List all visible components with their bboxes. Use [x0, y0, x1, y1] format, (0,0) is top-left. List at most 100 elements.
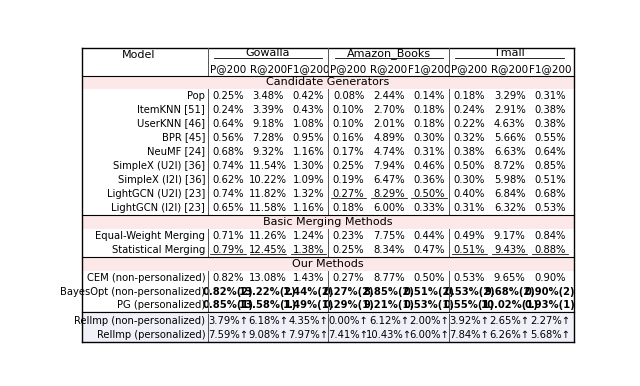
Text: 0.90%(2): 0.90%(2) [525, 286, 575, 296]
Text: 0.43%: 0.43% [292, 105, 324, 115]
Text: 6.47%: 6.47% [373, 174, 404, 185]
Text: 1.49%(1): 1.49%(1) [283, 300, 334, 310]
Text: BayesOpt (non-personalized): BayesOpt (non-personalized) [60, 286, 205, 296]
Bar [83, 229, 573, 242]
Text: 4.89%: 4.89% [373, 132, 404, 142]
Bar [83, 130, 573, 144]
Text: 9.43%: 9.43% [494, 244, 525, 254]
Text: Candidate Generators: Candidate Generators [266, 77, 390, 87]
Text: 0.38%: 0.38% [534, 105, 566, 115]
Text: 0.23%: 0.23% [333, 230, 364, 240]
Text: 6.32%: 6.32% [494, 203, 525, 213]
Text: 9.65%: 9.65% [494, 273, 525, 283]
Text: 0.33%: 0.33% [413, 203, 445, 213]
Text: 0.14%: 0.14% [413, 90, 445, 100]
Text: 0.40%: 0.40% [454, 188, 485, 198]
Text: 0.18%: 0.18% [413, 105, 445, 115]
Bar [83, 328, 573, 342]
Text: 0.82%(2): 0.82%(2) [202, 286, 253, 296]
Text: 0.00%↑: 0.00%↑ [329, 316, 369, 326]
Text: 3.79%↑: 3.79%↑ [208, 316, 248, 326]
Text: 0.51%: 0.51% [534, 174, 566, 185]
Text: 0.93%(1): 0.93%(1) [525, 300, 575, 310]
Text: 0.51%: 0.51% [454, 244, 485, 254]
Text: 0.10%: 0.10% [333, 119, 364, 129]
Text: 1.44%(2): 1.44%(2) [283, 286, 334, 296]
Text: 1.30%: 1.30% [292, 161, 324, 171]
Bar [83, 48, 573, 63]
Text: 0.18%: 0.18% [454, 90, 485, 100]
Bar [83, 159, 573, 173]
Text: Equal-Weight Merging: Equal-Weight Merging [95, 230, 205, 240]
Text: 4.35%↑: 4.35%↑ [289, 316, 328, 326]
Text: 6.12%↑: 6.12%↑ [369, 316, 409, 326]
Text: F1@200: F1@200 [287, 64, 330, 74]
Text: 0.71%: 0.71% [212, 230, 244, 240]
Text: 11.82%: 11.82% [249, 188, 287, 198]
Text: F1@200: F1@200 [408, 64, 451, 74]
Text: 0.53%(2): 0.53%(2) [444, 286, 495, 296]
Text: 2.01%: 2.01% [373, 119, 404, 129]
Text: Basic Merging Methods: Basic Merging Methods [263, 217, 393, 227]
Text: 0.08%: 0.08% [333, 90, 364, 100]
Text: 0.85%: 0.85% [534, 161, 566, 171]
Text: 5.66%: 5.66% [494, 132, 525, 142]
Text: 7.28%: 7.28% [252, 132, 284, 142]
Text: 0.64%: 0.64% [212, 119, 244, 129]
Bar [83, 258, 573, 271]
Text: Our Methods: Our Methods [292, 259, 364, 269]
Bar [83, 63, 573, 76]
Text: 7.84%↑: 7.84%↑ [449, 330, 490, 340]
Text: LightGCN (U2I) [23]: LightGCN (U2I) [23] [107, 188, 205, 198]
Text: 0.25%: 0.25% [333, 244, 364, 254]
Text: 8.77%: 8.77% [373, 273, 404, 283]
Text: CEM (non-personalized): CEM (non-personalized) [86, 273, 205, 283]
Text: 8.34%: 8.34% [373, 244, 404, 254]
Text: R@200: R@200 [491, 64, 528, 74]
Text: 0.55%(1): 0.55%(1) [444, 300, 495, 310]
Text: 4.74%: 4.74% [373, 147, 404, 156]
Text: UserKNN [46]: UserKNN [46] [137, 119, 205, 129]
Text: 7.59%↑: 7.59%↑ [208, 330, 248, 340]
Text: 9.68%(2): 9.68%(2) [484, 286, 535, 296]
Text: 0.51%(2): 0.51%(2) [404, 286, 454, 296]
Text: 4.63%: 4.63% [494, 119, 525, 129]
Text: 0.49%: 0.49% [454, 230, 485, 240]
Text: 1.16%: 1.16% [292, 203, 324, 213]
Bar [83, 103, 573, 117]
Text: 13.58%(1): 13.58%(1) [239, 300, 297, 310]
Text: 13.08%: 13.08% [249, 273, 287, 283]
Text: 0.55%: 0.55% [534, 132, 566, 142]
Text: 6.18%↑: 6.18%↑ [248, 316, 288, 326]
Text: Amazon_Books: Amazon_Books [347, 48, 431, 59]
Text: 1.08%: 1.08% [292, 119, 324, 129]
Text: P@200: P@200 [330, 64, 367, 74]
Bar [83, 242, 573, 257]
Text: R@200: R@200 [371, 64, 408, 74]
Text: 0.38%: 0.38% [454, 147, 485, 156]
Text: 3.29%: 3.29% [494, 90, 525, 100]
Text: 0.56%: 0.56% [212, 132, 244, 142]
Text: 9.17%: 9.17% [494, 230, 525, 240]
Text: 0.27%: 0.27% [333, 273, 364, 283]
Text: 0.25%: 0.25% [333, 161, 364, 171]
Text: 9.18%: 9.18% [252, 119, 284, 129]
Text: 8.29%: 8.29% [373, 188, 404, 198]
Text: 0.82%: 0.82% [212, 273, 244, 283]
Text: Model: Model [122, 50, 156, 60]
Text: 0.84%: 0.84% [534, 230, 566, 240]
Text: 0.17%: 0.17% [333, 147, 364, 156]
Text: 13.22%(2): 13.22%(2) [239, 286, 297, 296]
Text: 0.74%: 0.74% [212, 161, 244, 171]
Text: 0.18%: 0.18% [413, 119, 445, 129]
Text: 0.24%: 0.24% [454, 105, 485, 115]
Text: 0.19%: 0.19% [333, 174, 364, 185]
Text: 10.22%: 10.22% [249, 174, 287, 185]
Text: 0.18%: 0.18% [333, 203, 364, 213]
Bar [83, 216, 573, 229]
Text: 2.00%↑: 2.00%↑ [409, 316, 449, 326]
Text: 2.91%: 2.91% [494, 105, 525, 115]
Bar [83, 298, 573, 313]
Text: 5.98%: 5.98% [494, 174, 525, 185]
Text: 6.26%↑: 6.26%↑ [490, 330, 530, 340]
